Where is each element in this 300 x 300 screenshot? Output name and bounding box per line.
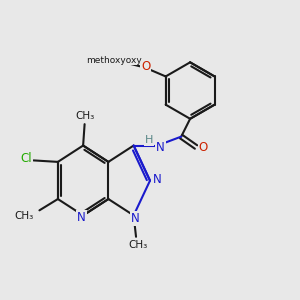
- Text: CH₃: CH₃: [75, 111, 94, 121]
- Text: methoxy: methoxy: [102, 56, 142, 64]
- Text: N: N: [131, 212, 140, 225]
- Text: N: N: [156, 140, 165, 154]
- Text: CH₃: CH₃: [128, 240, 147, 250]
- Text: N: N: [153, 172, 162, 186]
- Text: CH₃: CH₃: [15, 211, 34, 221]
- Text: Cl: Cl: [20, 152, 32, 165]
- Text: N: N: [77, 211, 86, 224]
- Text: O: O: [141, 59, 150, 73]
- Text: O: O: [199, 140, 208, 154]
- Text: H: H: [145, 135, 153, 145]
- Text: methoxy: methoxy: [86, 56, 125, 65]
